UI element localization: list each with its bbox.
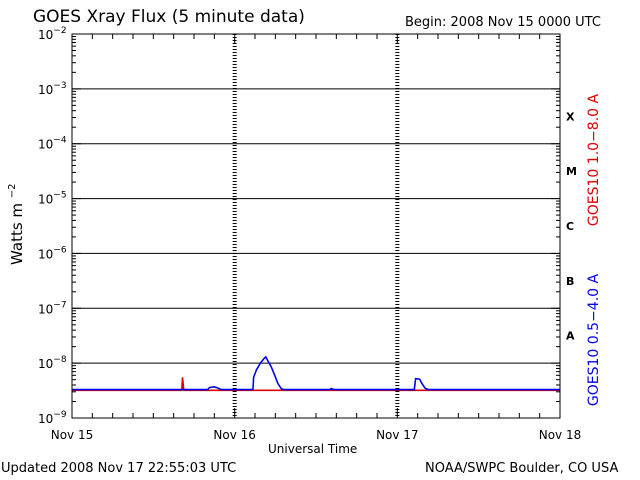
updated-timestamp: Updated 2008 Nov 17 22:55:03 UTC bbox=[1, 461, 237, 476]
axis-layer bbox=[71, 33, 561, 419]
begin-timestamp: Begin: 2008 Nov 15 0000 UTC bbox=[405, 15, 601, 30]
y-tick-label: 10−8 bbox=[38, 355, 67, 371]
y-axis-label-exponent: −2 bbox=[7, 183, 18, 198]
chart-title: GOES Xray Flux (5 minute data) bbox=[33, 7, 305, 27]
y-tick-exponent: −4 bbox=[53, 136, 67, 146]
x-tick-label: Nov 15 bbox=[51, 428, 94, 442]
series-legend-label: GOES10 0.5−4.0 A bbox=[586, 274, 602, 407]
y-tick-exponent: −7 bbox=[53, 300, 66, 310]
label-layer: 10−9 10−8 10−7 10−6 10−5 10−4 10−3 10−2 Nov 15 No… bbox=[7, 26, 602, 442]
y-tick-exponent: −5 bbox=[53, 191, 66, 201]
y-tick-label: 10−7 bbox=[38, 300, 67, 316]
y-tick-label: 10−4 bbox=[38, 136, 67, 152]
flare-class-label: A bbox=[566, 330, 575, 343]
flare-class-label: B bbox=[566, 275, 574, 288]
series-line bbox=[72, 355, 560, 391]
x-tick-label: Nov 18 bbox=[539, 428, 582, 442]
y-tick-label: 10−3 bbox=[38, 81, 67, 97]
y-tick-exponent: −9 bbox=[53, 410, 67, 420]
y-tick-label: 10−6 bbox=[38, 245, 67, 261]
y-tick-exponent: −3 bbox=[53, 81, 66, 91]
x-tick-label: Nov 17 bbox=[376, 428, 419, 442]
flare-class-label: C bbox=[566, 220, 574, 233]
y-tick-exponent: −2 bbox=[53, 26, 66, 36]
series-line bbox=[72, 377, 560, 392]
grid-layer bbox=[72, 34, 560, 418]
x-axis-label: Universal Time bbox=[268, 442, 358, 456]
y-tick-label: 10−9 bbox=[38, 410, 67, 426]
y-tick-exponent: −8 bbox=[53, 355, 67, 365]
y-tick-exponent: −6 bbox=[53, 245, 67, 255]
y-tick-label: 10−2 bbox=[38, 26, 67, 42]
source-credit: NOAA/SWPC Boulder, CO USA bbox=[425, 461, 619, 476]
flare-class-label: X bbox=[566, 110, 575, 123]
y-axis-label: Watts m −2 bbox=[7, 183, 26, 265]
series-legend-label: GOES10 1.0−8.0 A bbox=[586, 94, 602, 227]
flare-class-label: M bbox=[566, 165, 577, 178]
x-tick-label: Nov 16 bbox=[213, 428, 256, 442]
series-layer bbox=[72, 355, 560, 392]
plot-frame bbox=[71, 33, 561, 419]
y-tick-label: 10−5 bbox=[38, 191, 67, 207]
